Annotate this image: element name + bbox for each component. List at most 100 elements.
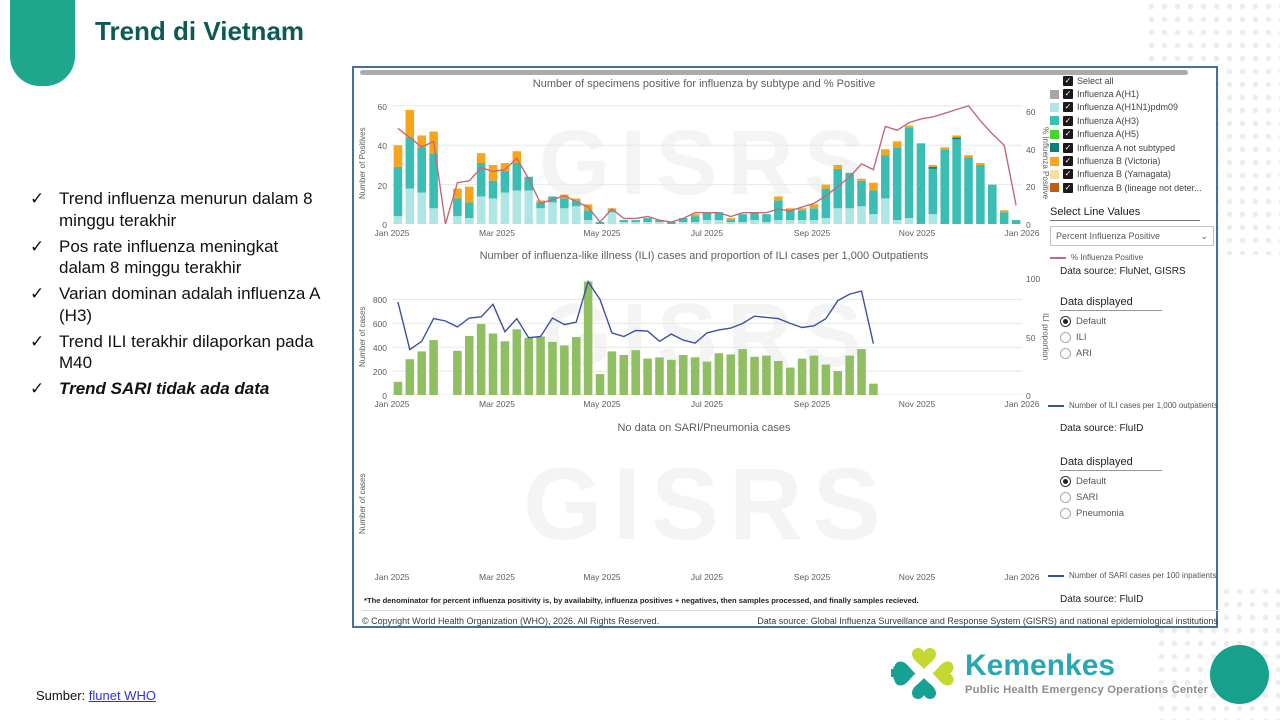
legend-item[interactable]: ✓ Influenza A(H3) — [1050, 114, 1202, 127]
radio-label: SARI — [1076, 492, 1099, 503]
legend-item[interactable]: ✓ Influenza B (Victoria) — [1050, 154, 1202, 167]
gisrs-dashboard: Number of specimens positive for influen… — [352, 66, 1218, 628]
y-axis-label-left: Number of Positives — [358, 127, 367, 199]
radio-icon[interactable] — [1060, 492, 1071, 503]
checkbox-icon[interactable]: ✓ — [1063, 169, 1073, 180]
checkbox-icon[interactable]: ✓ — [1063, 115, 1073, 126]
radio-icon[interactable] — [1060, 316, 1071, 327]
radio-icon[interactable] — [1060, 508, 1071, 519]
legend-item[interactable]: ✓ Influenza A(H1N1)pdm09 — [1050, 101, 1202, 114]
chart-title: No data on SARI/Pneumonia cases — [617, 422, 791, 434]
title-accent-shape — [10, 0, 75, 86]
check-icon: ✓ — [30, 331, 45, 351]
legend-item[interactable]: ✓ Influenza A(H5) — [1050, 128, 1202, 141]
y-axis-ticks-right: 0 50 100 — [1026, 274, 1041, 401]
legend-swatch — [1050, 129, 1059, 139]
checkbox-icon[interactable]: ✓ — [1063, 89, 1073, 100]
chart-canvas — [392, 440, 1022, 568]
data-source-fluid-1: Data source: FluID — [1060, 423, 1144, 434]
chart-column: Number of specimens positive for influen… — [358, 68, 1218, 626]
checkbox-icon[interactable]: ✓ — [1063, 182, 1073, 193]
select-line-values-header: Select Line Values — [1050, 206, 1200, 221]
radio-option[interactable]: ARI — [1060, 348, 1106, 359]
kemenkes-logo: Kemenkes Public Health Emergency Operati… — [891, 646, 1208, 701]
data-source-flunet: Data source: FluNet, GISRS — [1060, 266, 1186, 277]
bullet-list: ✓ Trend influenza menurun dalam 8 minggu … — [30, 188, 326, 404]
source-link[interactable]: flunet WHO — [88, 688, 156, 703]
chart-positives-by-subtype: Number of specimens positive for influen… — [358, 76, 1050, 246]
subtype-legend: ✓ Select all ✓ Influenza A(H1) ✓ Influenza A(… — [1050, 74, 1202, 195]
legend-label: Select all — [1077, 75, 1114, 86]
denominator-footnote: *The denominator for percent influenza p… — [364, 596, 919, 605]
copyright-text: © Copyright World Health Organization (W… — [362, 616, 660, 626]
radio-option[interactable]: ILI — [1060, 332, 1106, 343]
radio-label: ARI — [1076, 348, 1092, 359]
radio-icon[interactable] — [1060, 348, 1071, 359]
legend-swatch — [1050, 169, 1059, 179]
radio-option[interactable]: Default — [1060, 316, 1106, 327]
check-icon: ✓ — [30, 189, 45, 208]
legend-label: Influenza B (Victoria) — [1077, 156, 1161, 167]
legend-item[interactable]: ✓ Influenza A(H1) — [1050, 87, 1202, 100]
checkbox-icon[interactable]: ✓ — [1063, 129, 1073, 140]
filter-panel: ✓ Select all ✓ Influenza A(H1) ✓ Influenza A(… — [1048, 72, 1218, 624]
legend-swatch — [1050, 143, 1059, 153]
legend-item[interactable]: ✓ Influenza B (lineage not deter... — [1050, 181, 1202, 194]
radio-label: Default — [1076, 316, 1107, 327]
chart-title: Number of specimens positive for influen… — [532, 78, 876, 90]
legend-label: Influenza A(H1N1)pdm09 — [1077, 102, 1179, 113]
plot-area: GISRS — [392, 102, 1022, 224]
line-swatch — [1048, 404, 1064, 407]
chart-canvas — [392, 279, 1022, 395]
legend-swatch — [1050, 156, 1059, 166]
chart-canvas — [392, 104, 1022, 224]
radio-group-sari-pneumonia: Default SARI Pneumonia — [1060, 476, 1124, 524]
data-displayed-header: Data displayed — [1060, 456, 1162, 471]
radio-icon[interactable] — [1060, 476, 1071, 487]
checkbox-icon[interactable]: ✓ — [1063, 156, 1073, 167]
y-axis-ticks-left: 0 200 400 600 800 — [372, 295, 387, 401]
dashboard-footer: © Copyright World Health Organization (W… — [362, 610, 1218, 626]
x-axis-ticks: Jan 2025 Mar 2025 May 2025 Jul 2025 Sep 2025… — [374, 399, 1040, 409]
legend-item[interactable]: ✓ Influenza B (Yamagata) — [1050, 168, 1202, 181]
chart-title: Number of influenza-like illness (ILI) c… — [479, 250, 929, 262]
radio-label: Pneumonia — [1076, 508, 1125, 519]
radio-option[interactable]: Pneumonia — [1060, 508, 1124, 519]
y-axis-label-right: ILI proportion — [1041, 312, 1050, 361]
logo-subtitle: Public Health Emergency Operations Cente… — [965, 684, 1209, 696]
list-item: ✓ Trend ILI terakhir dilaporkan pada M40 — [30, 331, 314, 373]
radio-label: ILI — [1076, 332, 1087, 343]
legend-label: Influenza A not subtyped — [1077, 142, 1176, 153]
line-swatch — [1048, 574, 1064, 577]
datasource-text: Data source: Global Influenza Surveillan… — [757, 616, 1218, 626]
kemenkes-clover-icon — [891, 648, 954, 699]
check-icon: ✓ — [30, 379, 45, 398]
check-icon: ✓ — [30, 284, 45, 303]
y-axis-ticks-right: 0 20 40 60 — [1026, 107, 1036, 230]
x-axis-ticks: Jan 2025 Mar 2025 May 2025 Jul 2025 Sep 2025… — [374, 228, 1040, 238]
checkbox-icon[interactable]: ✓ — [1063, 75, 1073, 86]
y-axis-label-right: % Influenza Positive — [1041, 126, 1050, 200]
logo-name: Kemenkes — [965, 649, 1116, 682]
source-line: Sumber: flunet WHO — [36, 688, 156, 703]
page-title: Trend di Vietnam — [95, 16, 305, 46]
checkbox-icon[interactable]: ✓ — [1063, 142, 1073, 153]
radio-option[interactable]: SARI — [1060, 492, 1124, 503]
legend-item[interactable]: ✓ Select all — [1050, 74, 1202, 87]
legend-swatch — [1050, 89, 1059, 99]
radio-option[interactable]: Default — [1060, 476, 1124, 487]
legend-label: Influenza B (Yamagata) — [1077, 169, 1171, 180]
data-source-fluid-2: Data source: FluID — [1060, 594, 1144, 605]
horizontal-scrollbar[interactable] — [360, 70, 1188, 75]
checkbox-icon[interactable]: ✓ — [1063, 102, 1073, 113]
list-item: ✓ Pos rate influenza meningkat dalam 8 mi… — [30, 236, 279, 278]
legend-label: Influenza A(H1) — [1077, 89, 1140, 100]
check-icon: ✓ — [30, 236, 45, 256]
y-axis-label-left: Number of cases — [358, 306, 367, 367]
radio-icon[interactable] — [1060, 332, 1071, 343]
legend-swatch — [1050, 183, 1059, 193]
legend-item[interactable]: ✓ Influenza A not subtyped — [1050, 141, 1202, 154]
line-values-dropdown[interactable]: Percent Influenza Positive ⌄ — [1050, 226, 1214, 246]
dropdown-value: Percent Influenza Positive — [1056, 231, 1161, 241]
line-legend-ili: Number of ILI cases per 1,000 outpatient… — [1048, 401, 1218, 410]
